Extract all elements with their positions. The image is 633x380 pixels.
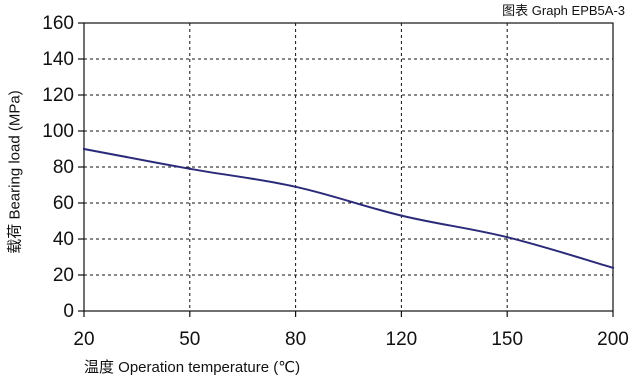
plot-frame	[83, 22, 614, 312]
x-tick-label: 80	[285, 329, 306, 350]
x-tick-label: 20	[73, 329, 94, 350]
data-point	[506, 236, 509, 239]
grid-lines	[84, 23, 613, 311]
series-layer	[82, 147, 615, 269]
y-tick-label: 160	[42, 13, 74, 34]
y-tick-label: 120	[42, 85, 74, 106]
y-tick-label: 140	[42, 49, 74, 70]
series-line	[83, 148, 614, 269]
x-tick-labels: 20 50 80 120 150 200	[73, 329, 628, 350]
x-tick-label: 50	[179, 329, 200, 350]
data-point	[400, 214, 403, 217]
x-tick-label: 150	[491, 329, 523, 350]
y-tick-label: 60	[53, 193, 74, 214]
y-tick-labels: 0 20 40 60 80 100 120 140 160	[42, 13, 74, 322]
x-tick-label: 200	[597, 329, 629, 350]
chart-title: 图表 Graph EPB5A-3	[502, 3, 625, 18]
data-point	[188, 167, 191, 170]
y-tick-label: 80	[53, 157, 74, 178]
tick-marks	[78, 22, 614, 317]
y-tick-label: 100	[42, 121, 74, 142]
data-point	[611, 266, 615, 269]
x-tick-label: 120	[386, 329, 418, 350]
y-tick-label: 20	[53, 265, 74, 286]
y-axis-label: 载荷 Bearing load (MPa)	[6, 90, 24, 254]
y-tick-label: 40	[53, 229, 74, 250]
data-point	[294, 185, 297, 188]
x-axis-label: 温度 Operation temperature (℃)	[84, 359, 301, 376]
data-point	[82, 147, 86, 151]
y-tick-label: 0	[63, 301, 74, 322]
